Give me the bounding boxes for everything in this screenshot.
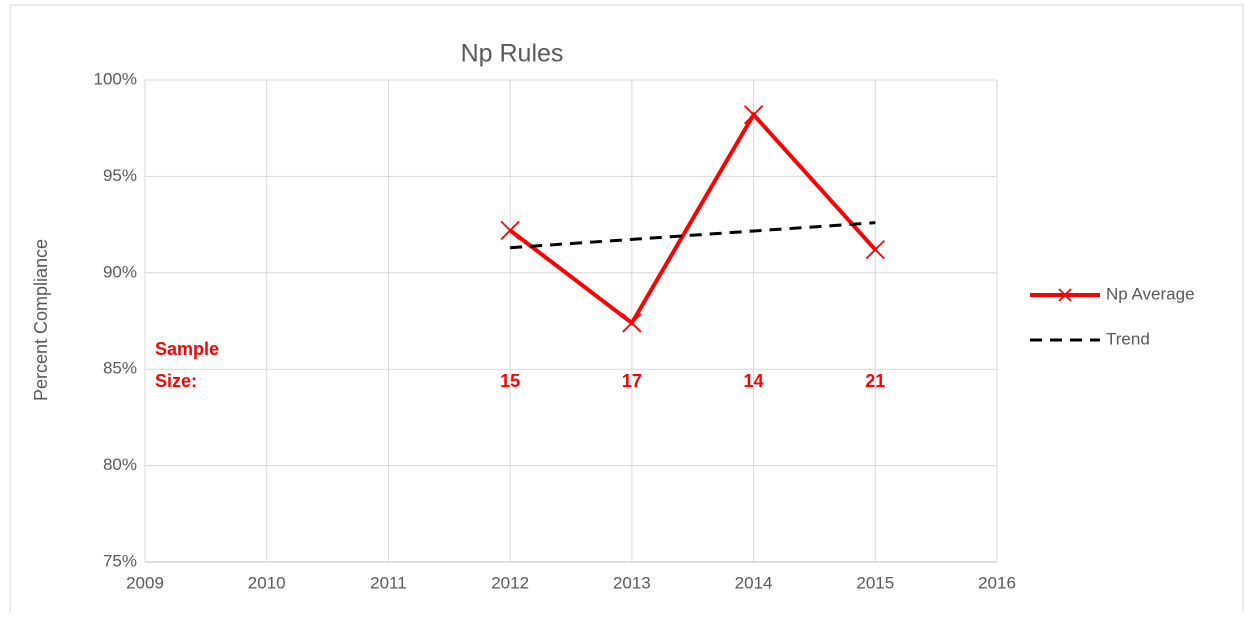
x-tick-label: 2009 — [126, 573, 164, 592]
chart-title: Np Rules — [461, 40, 564, 68]
x-tick-label: 2012 — [491, 573, 529, 592]
y-tick-label: 80% — [103, 455, 137, 474]
marker — [622, 313, 642, 333]
x-tick-label: 2015 — [856, 573, 894, 592]
sample-size: 14 — [744, 371, 764, 391]
annotation: Size: — [155, 371, 197, 391]
y-tick-label: 95% — [103, 166, 137, 185]
chart-border — [9, 4, 1244, 617]
marker-stroke — [865, 240, 885, 260]
marker-stroke — [1058, 288, 1072, 302]
x-tick-label: 2011 — [370, 573, 407, 592]
marker-stroke — [743, 105, 764, 125]
y-tick-label: 85% — [103, 359, 137, 378]
marker — [500, 220, 520, 241]
marker-stroke — [500, 220, 520, 241]
series-line — [508, 111, 877, 326]
annotation: Sample — [155, 339, 219, 359]
y-tick-label: 90% — [103, 262, 137, 281]
marker — [865, 240, 885, 260]
marker-stroke — [622, 313, 642, 333]
legend-label: Np Average — [1106, 284, 1195, 303]
y-tick-label: 75% — [103, 551, 137, 570]
sample-size: 15 — [500, 371, 520, 391]
x-tick-label: 2013 — [613, 573, 651, 592]
x-tick-label: 2014 — [735, 573, 773, 592]
x-tick-label: 2016 — [978, 573, 1016, 592]
legend-label: Trend — [1106, 329, 1150, 348]
sample-size: 21 — [865, 371, 885, 391]
series-line — [510, 221, 876, 250]
x-tick-label: 2010 — [248, 573, 286, 592]
y-tick-label: 100% — [94, 69, 137, 88]
marker — [743, 105, 764, 125]
y-axis-label: Percent Compliance — [31, 239, 51, 401]
legend-marker — [1058, 288, 1072, 302]
sample-size: 17 — [622, 371, 642, 391]
